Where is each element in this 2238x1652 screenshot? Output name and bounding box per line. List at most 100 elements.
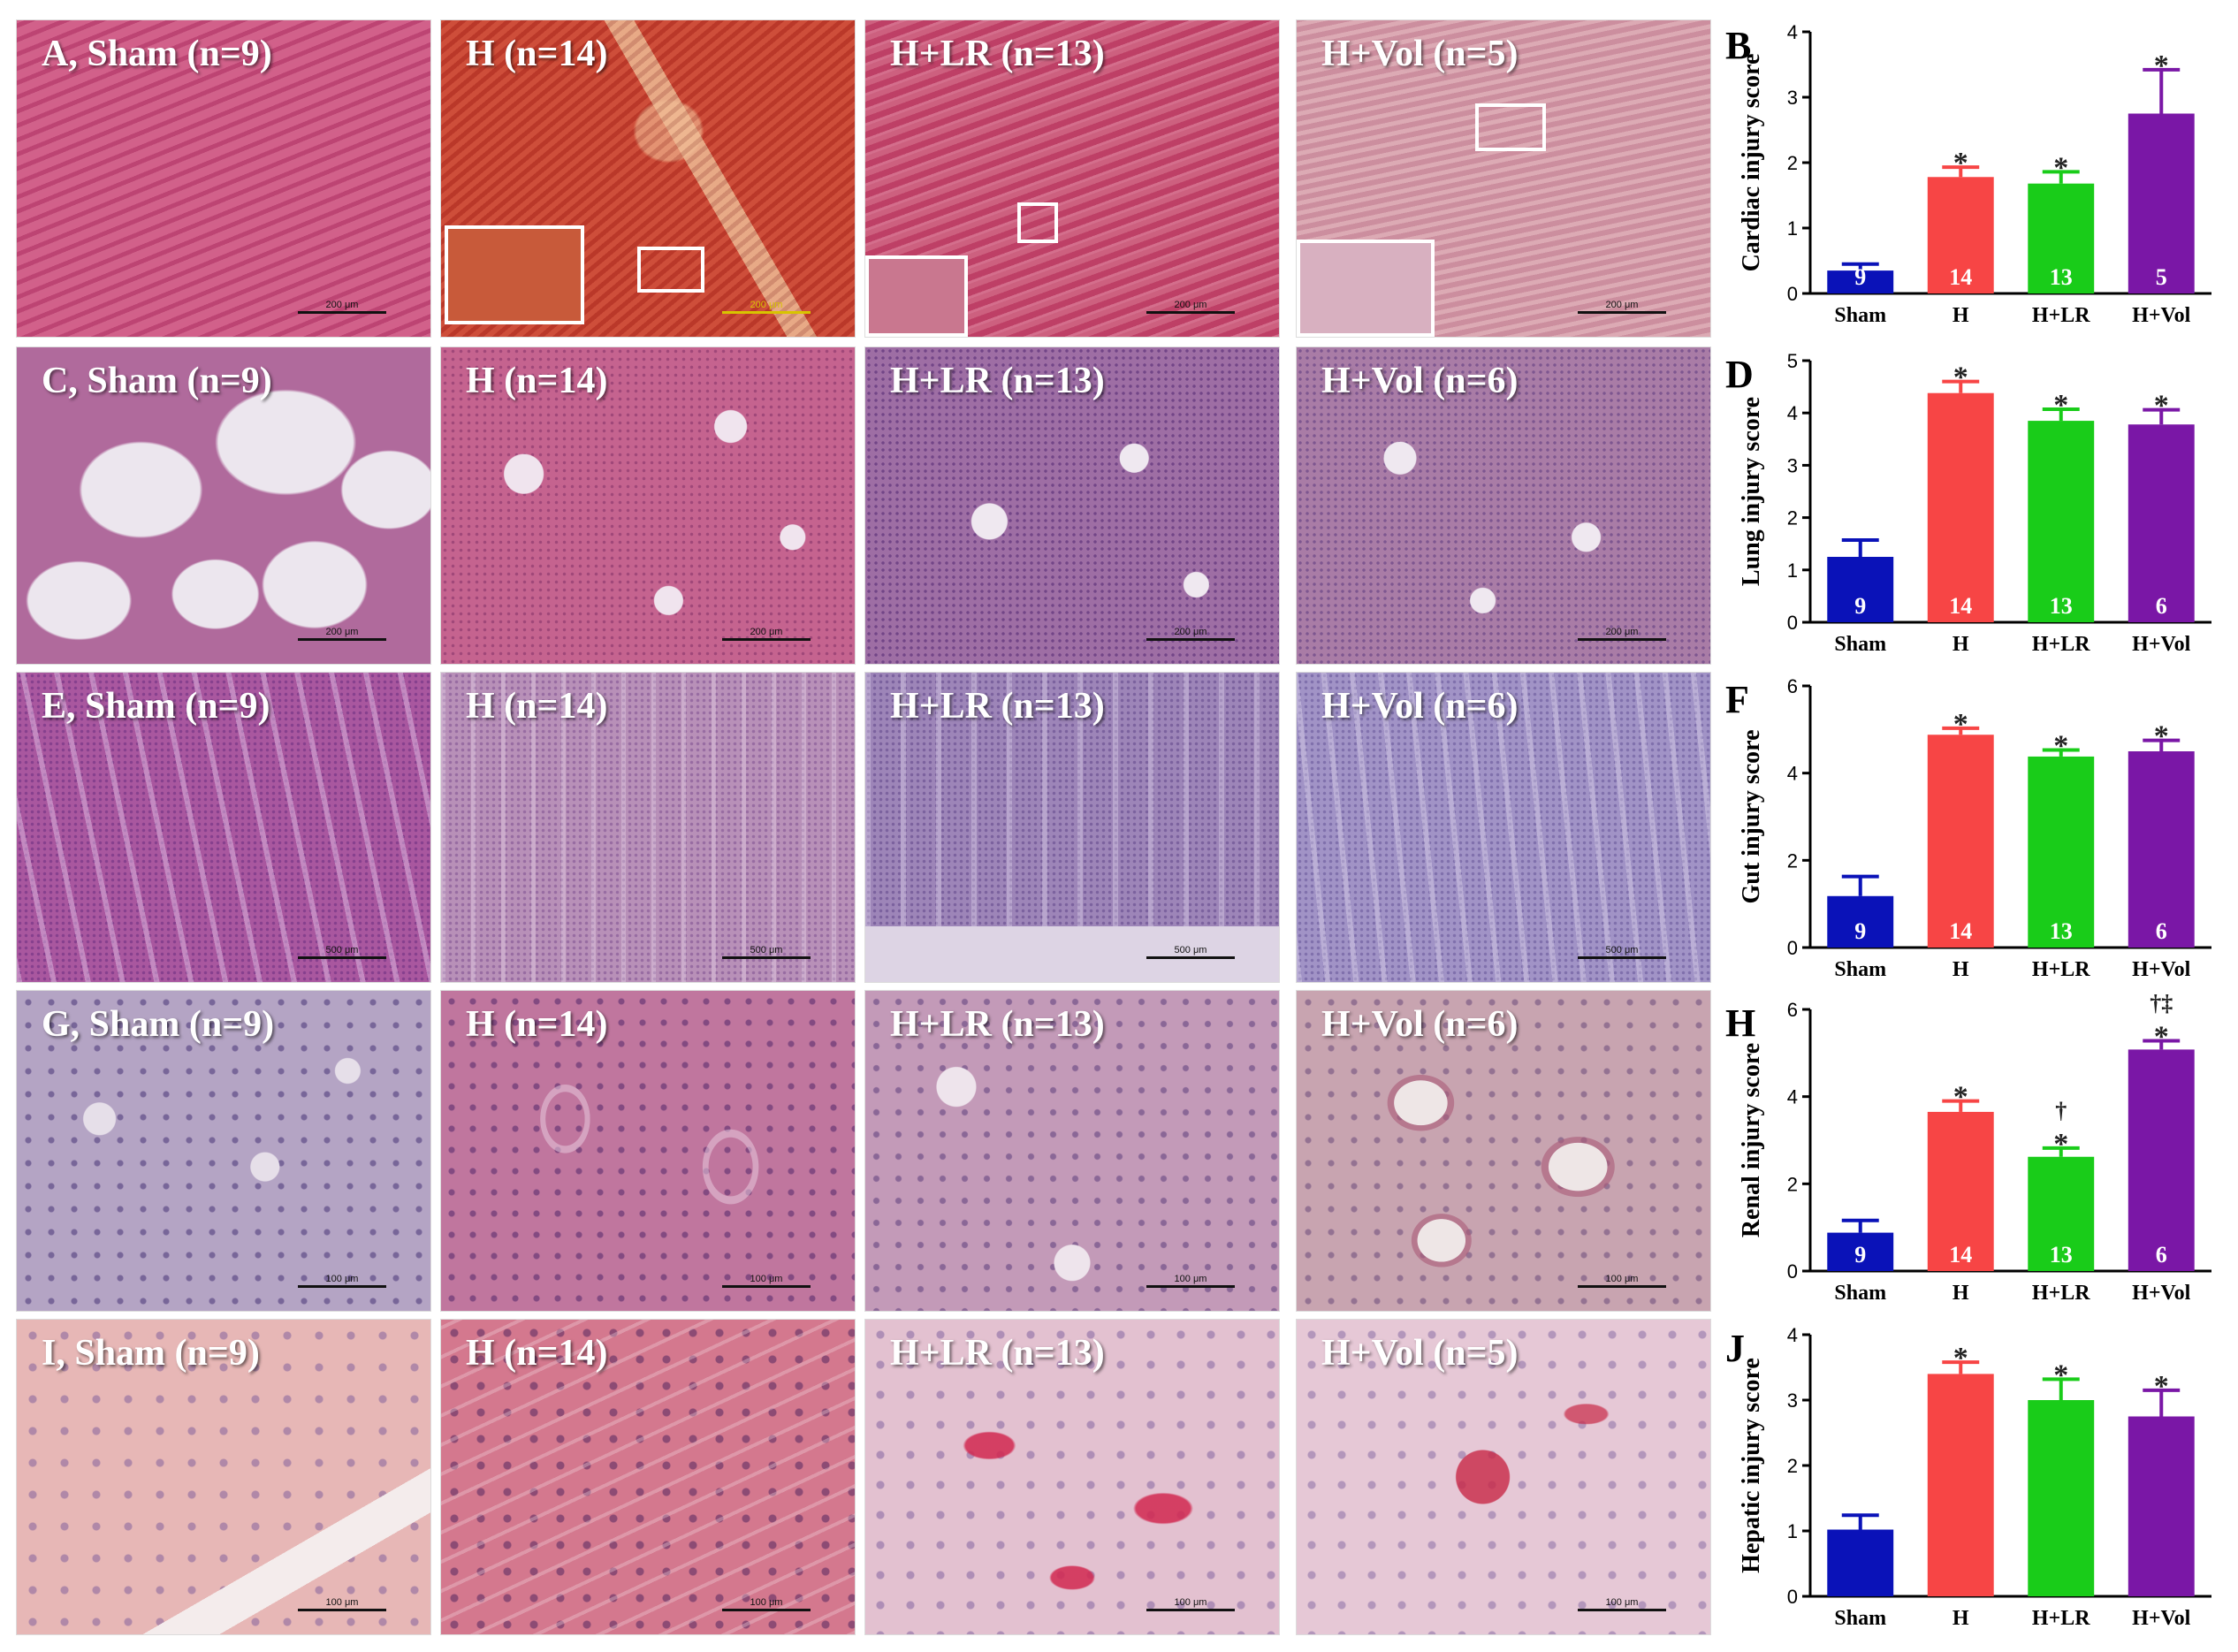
y-tick-label: 2 [1787, 1173, 1798, 1195]
zoom-inset [445, 225, 584, 324]
scale-bar-text: 200 μm [1174, 300, 1207, 310]
scale-bar-text: 100 μm [325, 1597, 359, 1608]
panel-label: H (n=14) [466, 34, 608, 74]
significance-mark: †‡ [2150, 991, 2173, 1016]
scale-bar-text: 100 μm [750, 1274, 783, 1284]
tissue-texture [1297, 673, 1710, 982]
micrograph-lung-sham: C, Sham (n=9) 200 μm [16, 346, 431, 665]
y-tick-label: 2 [1787, 507, 1798, 529]
panel-letter: J [1725, 1327, 1745, 1370]
panel-label: H (n=14) [466, 686, 608, 727]
tissue-texture [17, 1320, 430, 1634]
bar-n-label: 9 [1854, 1242, 1866, 1268]
region-of-interest-box [1017, 202, 1058, 243]
scale-bar [298, 1609, 386, 1611]
x-tick-label: H [1953, 1282, 1969, 1305]
x-tick-label: H [1953, 633, 1969, 656]
tissue-texture [17, 991, 430, 1311]
panel-label: E, Sham (n=9) [42, 686, 270, 727]
y-tick-label: 0 [1787, 1260, 1798, 1283]
bar-h-vol [2128, 424, 2195, 622]
scale-bar-text: 200 μm [325, 300, 359, 310]
scale-bar-text: 500 μm [1174, 945, 1207, 955]
y-tick-label: 1 [1787, 217, 1798, 240]
bar-h-lr [2028, 1156, 2095, 1271]
micrograph-kidney-sham: G, Sham (n=9) 100 μm [16, 990, 431, 1312]
tissue-texture [441, 347, 855, 664]
micrograph-gut-hlr: H+LR (n=13) 500 μm [864, 672, 1280, 983]
bar-n-label: 9 [1854, 918, 1866, 944]
y-tick-label: 4 [1787, 1324, 1798, 1346]
x-tick-label: Sham [1834, 633, 1886, 656]
panel-label: H (n=14) [466, 361, 608, 401]
bar-n-label: 14 [1949, 918, 1972, 944]
panel-label: H+LR (n=13) [890, 1004, 1105, 1045]
chart-hepatic-injury: J Hepatic injury score 0 1 2 3 4 Sham * H * H+LR * H+… [1724, 1313, 2229, 1642]
bar-n-label: 14 [1949, 264, 1972, 290]
bar-n-label: 6 [2156, 918, 2167, 944]
region-of-interest-box [637, 247, 704, 293]
scale-bar [722, 956, 811, 959]
x-tick-label: H [1953, 1607, 1969, 1630]
micrograph-gut-h: H (n=14) 500 μm [440, 672, 856, 983]
y-tick-label: 1 [1787, 1520, 1798, 1542]
micrograph-heart-sham: A, Sham (n=9) 200 μm [16, 19, 431, 338]
micrograph-heart-h: H (n=14) 200 μm [440, 19, 856, 338]
panel-label: I, Sham (n=9) [42, 1333, 260, 1374]
panel-label: H+LR (n=13) [890, 1333, 1105, 1374]
scale-bar-text: 100 μm [1174, 1597, 1207, 1608]
tissue-texture [1297, 1320, 1710, 1634]
micrograph-gut-hvol: H+Vol (n=6) 500 μm [1296, 672, 1711, 983]
panel-label: H+Vol (n=6) [1321, 686, 1519, 727]
y-axis-label: Lung injury score [1738, 397, 1765, 586]
bar-h-vol [2128, 751, 2195, 948]
y-tick-label: 4 [1787, 21, 1798, 43]
bar-sham [1827, 1232, 1894, 1271]
x-tick-label: H+Vol [2132, 633, 2190, 656]
significance-mark: * [2154, 1370, 2169, 1403]
scale-bar-text: 100 μm [750, 1597, 783, 1608]
micrograph-liver-hvol: H+Vol (n=5) 100 μm [1296, 1319, 1711, 1635]
significance-mark: * [2154, 49, 2169, 82]
x-tick-label: H+Vol [2132, 1282, 2190, 1305]
tissue-texture [1297, 991, 1710, 1311]
bar-n-label: 5 [2156, 264, 2167, 290]
bar-h-lr [2028, 756, 2095, 948]
scale-bar [1146, 956, 1235, 959]
scale-bar [1578, 311, 1666, 314]
y-tick-label: 2 [1787, 152, 1798, 174]
scale-bar-text: 200 μm [1174, 627, 1207, 637]
bar-h-lr [2028, 421, 2095, 622]
scale-bar [1146, 311, 1235, 314]
chart-lung-injury: D Lung injury score 0 1 2 3 4 5 9 Sham 14 * H 13 * H+LR… [1724, 339, 2229, 668]
scale-bar-text: 100 μm [1605, 1274, 1639, 1284]
bar-h [1927, 1374, 1994, 1596]
tissue-texture [17, 673, 430, 982]
micrograph-lung-hvol: H+Vol (n=6) 200 μm [1296, 346, 1711, 665]
panel-label: A, Sham (n=9) [42, 34, 272, 74]
y-tick-label: 5 [1787, 350, 1798, 372]
scale-bar [298, 311, 386, 314]
panel-letter: H [1725, 1001, 1755, 1045]
scale-bar [298, 638, 386, 641]
scale-bar-text: 100 μm [1174, 1274, 1207, 1284]
scale-bar [722, 311, 811, 314]
bar-n-label: 6 [2156, 593, 2167, 619]
bar-h-vol [2128, 1049, 2195, 1271]
bar-sham [1827, 1529, 1894, 1596]
micrograph-kidney-hvol: H+Vol (n=6) 100 μm [1296, 990, 1711, 1312]
significance-mark: * [1953, 147, 1968, 179]
scale-bar [1146, 1285, 1235, 1288]
panel-label: G, Sham (n=9) [42, 1004, 275, 1045]
x-tick-label: H+LR [2032, 304, 2090, 327]
scale-bar [1578, 1609, 1666, 1611]
micrograph-lung-hlr: H+LR (n=13) 200 μm [864, 346, 1280, 665]
x-tick-label: H+Vol [2132, 304, 2190, 327]
significance-mark: * [1953, 362, 1968, 394]
significance-mark: * [2053, 389, 2068, 422]
panel-label: H+LR (n=13) [890, 686, 1105, 727]
zoom-inset [865, 255, 968, 337]
y-axis-label: Renal injury score [1738, 1043, 1765, 1237]
y-tick-label: 3 [1787, 454, 1798, 476]
